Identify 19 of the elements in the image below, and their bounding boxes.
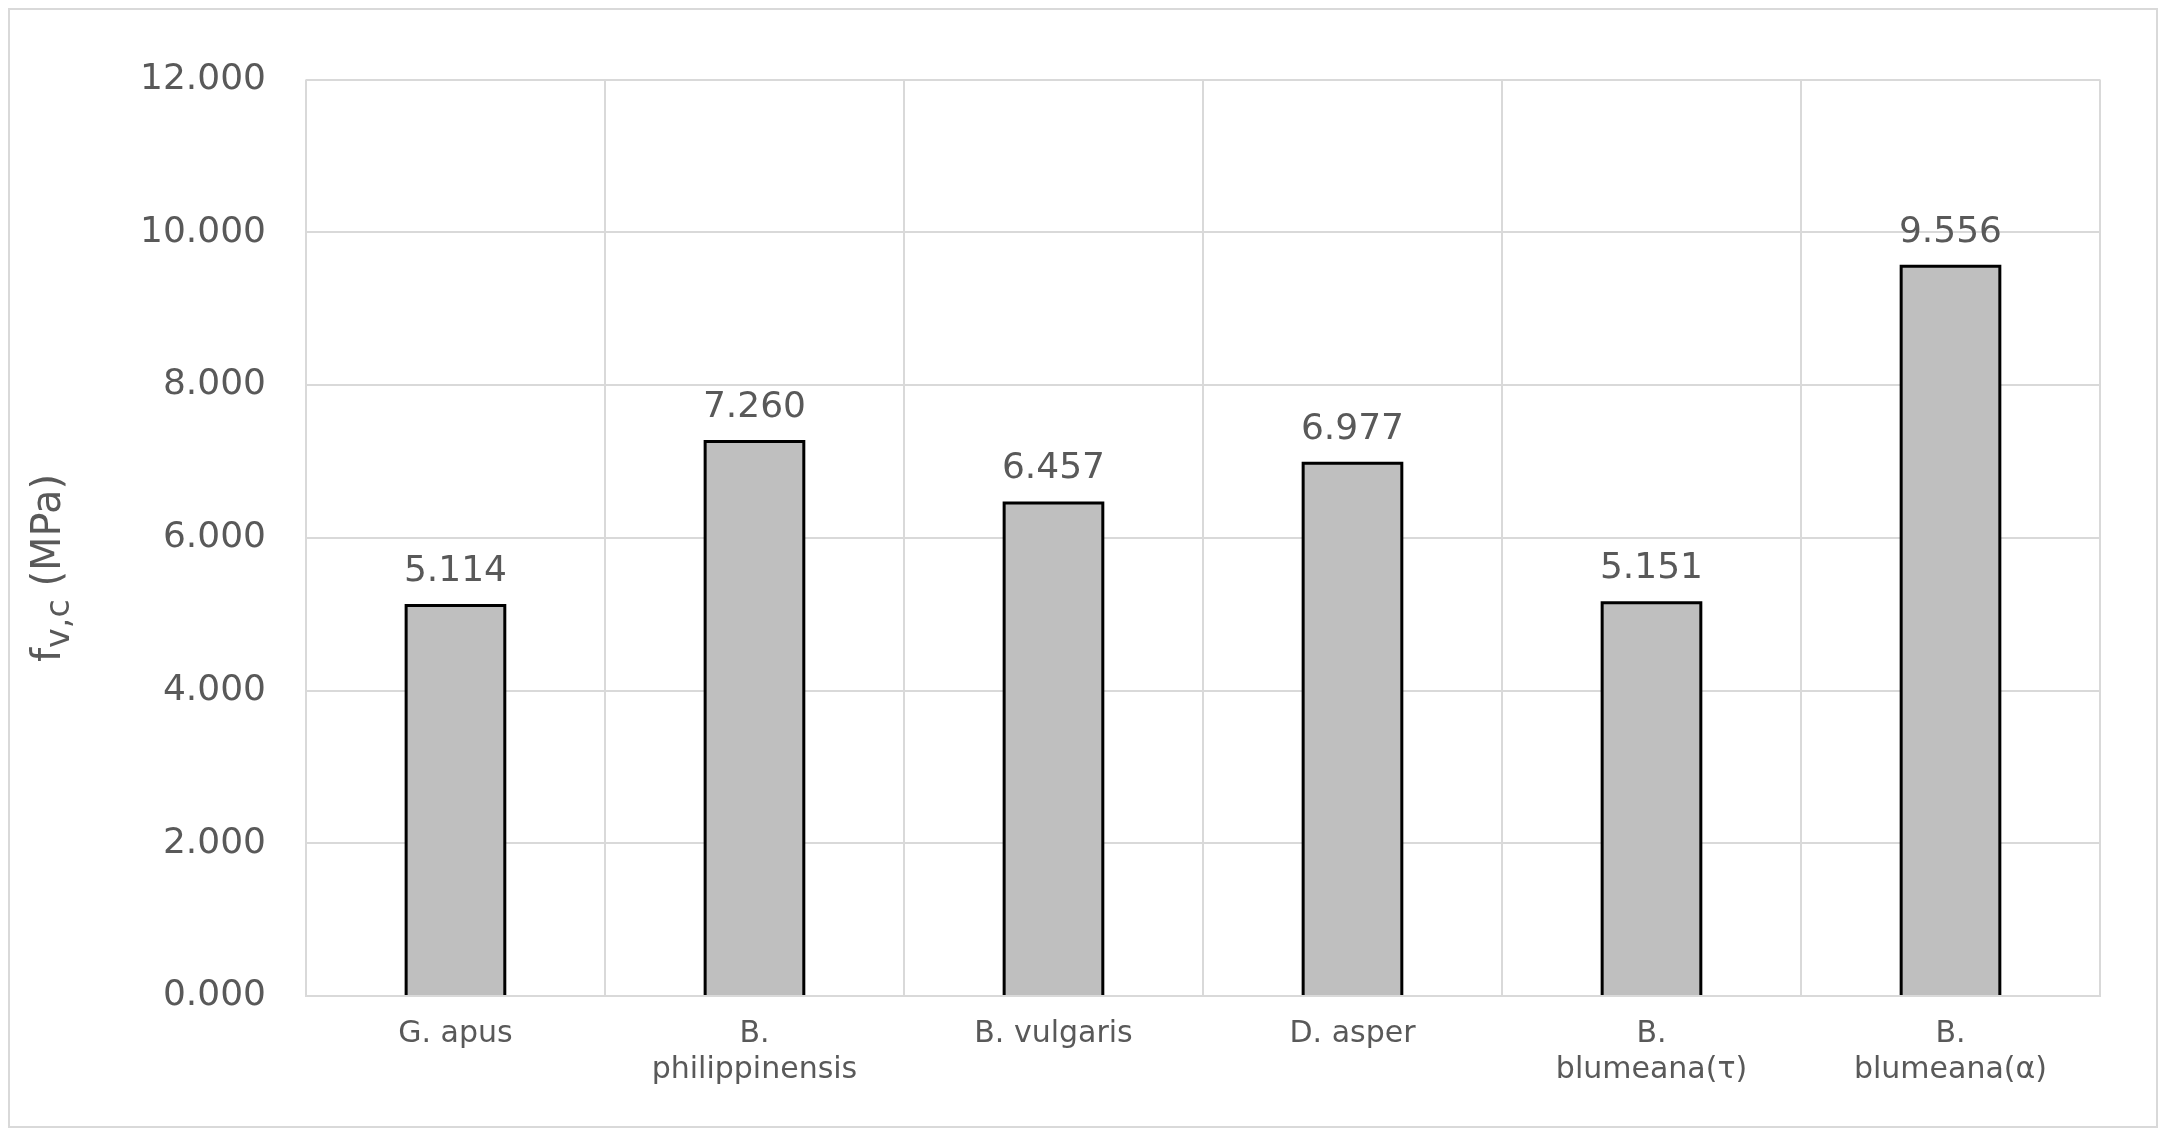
x-tick-label: B. blumeana(α)	[1853, 1013, 2048, 1085]
y-tick-label: 0.000	[162, 972, 266, 1014]
y-tick-label: 6.000	[162, 514, 266, 556]
data-label: 6.977	[1300, 405, 1405, 447]
x-tick-label: B. vulgaris	[974, 1013, 1133, 1049]
data-label: 6.457	[1001, 445, 1106, 487]
x-tick-label: D. asper	[1289, 1013, 1417, 1049]
x-tick-label: G. apus	[398, 1013, 513, 1049]
data-label: 9.556	[1898, 208, 2003, 250]
y-tick-label: 4.000	[162, 666, 266, 708]
data-label: 5.114	[403, 547, 507, 589]
y-tick-label: 2.000	[162, 819, 266, 861]
data-label: 7.260	[702, 383, 806, 425]
y-tick-label: 10.000	[140, 208, 266, 250]
data-label: 5.151	[1599, 544, 1704, 586]
x-tick-label: B. philippinensis	[651, 1013, 858, 1085]
x-tick-label: B. blumeana(τ)	[1555, 1013, 1748, 1085]
y-tick-label: 12.000	[140, 55, 266, 97]
y-tick-label: 8.000	[162, 361, 266, 403]
